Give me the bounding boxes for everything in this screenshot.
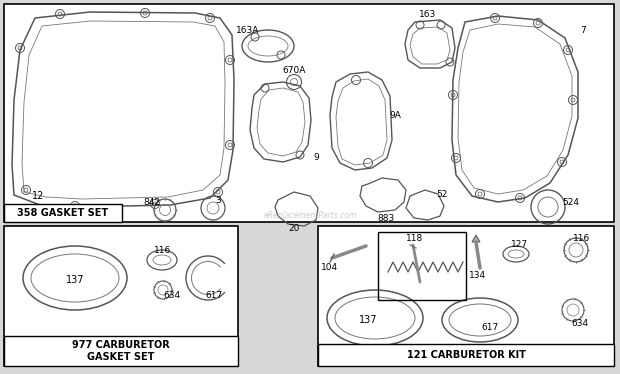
Text: 9: 9 xyxy=(313,153,319,162)
Bar xyxy=(4,4,614,222)
Bar xyxy=(4,226,238,366)
Text: 163A: 163A xyxy=(236,25,260,34)
Bar xyxy=(318,344,614,366)
Text: 12: 12 xyxy=(32,191,44,201)
Text: 977 CARBURETOR
GASKET SET: 977 CARBURETOR GASKET SET xyxy=(72,340,170,362)
Text: 116: 116 xyxy=(154,245,172,254)
Text: eReplacementParts.com: eReplacementParts.com xyxy=(264,211,356,220)
Text: 9A: 9A xyxy=(389,110,401,120)
Text: 617: 617 xyxy=(205,291,223,300)
Bar xyxy=(4,336,238,366)
Bar xyxy=(4,204,122,222)
Polygon shape xyxy=(472,235,480,242)
Bar xyxy=(378,232,466,300)
Text: 7: 7 xyxy=(580,25,586,34)
Text: 634: 634 xyxy=(164,291,180,300)
Text: 52: 52 xyxy=(436,190,448,199)
Text: 842: 842 xyxy=(143,197,161,206)
Text: 137: 137 xyxy=(359,315,377,325)
Text: 137: 137 xyxy=(66,275,84,285)
Text: 634: 634 xyxy=(572,319,588,328)
Text: 524: 524 xyxy=(562,197,580,206)
Text: 163: 163 xyxy=(419,9,436,18)
Text: 118: 118 xyxy=(406,233,423,242)
Text: 3: 3 xyxy=(215,196,221,205)
Text: 670A: 670A xyxy=(282,65,306,74)
Text: 116: 116 xyxy=(574,233,591,242)
Bar xyxy=(318,226,614,366)
Text: 127: 127 xyxy=(512,239,529,248)
Text: 883: 883 xyxy=(378,214,394,223)
Text: 20: 20 xyxy=(288,224,299,233)
Text: 121 CARBURETOR KIT: 121 CARBURETOR KIT xyxy=(407,350,525,360)
Text: 134: 134 xyxy=(469,272,487,280)
Text: 104: 104 xyxy=(321,264,339,273)
Text: 358 GASKET SET: 358 GASKET SET xyxy=(17,208,108,218)
Text: 617: 617 xyxy=(481,324,498,332)
